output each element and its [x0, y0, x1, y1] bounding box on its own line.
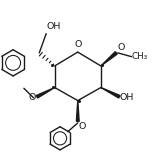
Polygon shape	[76, 101, 79, 121]
Polygon shape	[36, 88, 55, 98]
Text: OH: OH	[120, 93, 134, 102]
Text: CH₃: CH₃	[132, 52, 148, 61]
Text: O: O	[117, 43, 125, 52]
Text: O: O	[74, 40, 81, 49]
Text: O: O	[28, 93, 36, 102]
Text: O: O	[79, 122, 86, 131]
Polygon shape	[101, 88, 120, 98]
Text: OH: OH	[47, 22, 61, 31]
Polygon shape	[101, 52, 117, 66]
